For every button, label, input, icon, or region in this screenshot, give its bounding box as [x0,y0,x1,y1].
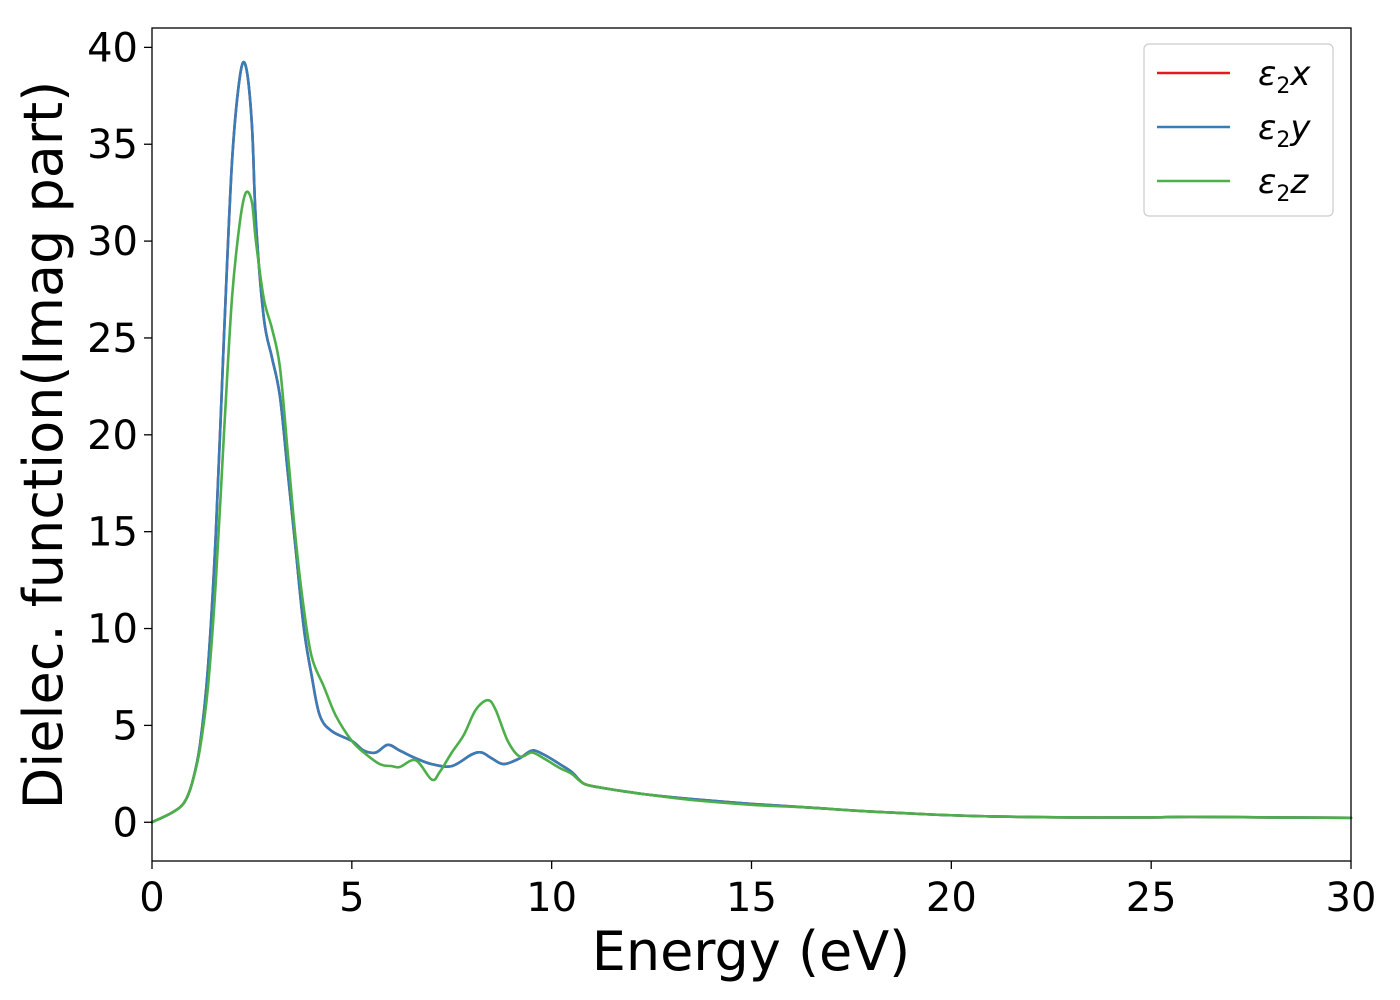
legend: ε2x ε2y ε2z [1143,43,1334,217]
y-tick-label: 25 [87,316,138,362]
x-tick-label: 5 [339,875,364,921]
x-tick-label: 20 [926,875,977,921]
y-tick-label: 35 [87,122,138,168]
y-tick-label: 15 [87,510,138,556]
legend-frame [1143,43,1334,217]
series-line-z [150,190,1353,824]
legend-label-z: ε2z [1258,162,1309,207]
x-tick-label: 15 [726,875,777,921]
y-tick-label: 0 [113,800,138,846]
y-tick-label: 40 [87,25,138,71]
x-tick-label: 30 [1326,875,1377,921]
y-tick-label: 5 [113,703,138,749]
series-layer [150,60,1353,824]
y-tick-label: 10 [87,607,138,653]
y-tick-label: 20 [87,413,138,459]
y-tick-label: 30 [87,219,138,265]
ticks-layer: 0 5 10 15 20 25 30 0 5 10 15 20 25 30 35 40 [87,25,1376,921]
legend-label-x: ε2x [1258,54,1311,99]
x-tick-label: 10 [526,875,577,921]
legend-label-y: ε2y [1258,108,1311,153]
x-tick-label: 0 [139,875,164,921]
x-tick-label: 25 [1126,875,1177,921]
x-axis-label: Energy (eV) [592,920,911,983]
y-axis-label: Dielec. function(Imag part) [12,81,75,810]
